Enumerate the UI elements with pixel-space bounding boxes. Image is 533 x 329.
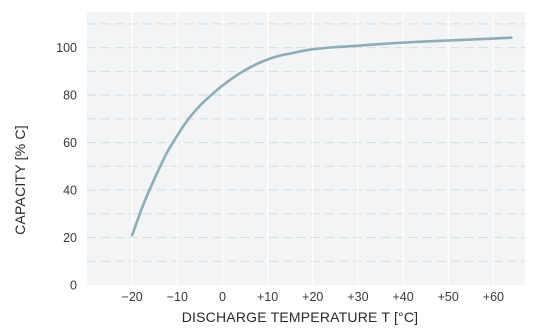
plot-area bbox=[87, 12, 525, 285]
x-axis-label: DISCHARGE TEMPERATURE T [°C] bbox=[182, 309, 419, 325]
y-axis-label: CAPACITY [% C] bbox=[12, 125, 28, 235]
y-tick-labels: 0 20 40 60 80 100 bbox=[56, 41, 77, 292]
x-tick-label: +40 bbox=[392, 290, 413, 304]
x-tick-label: +20 bbox=[302, 290, 323, 304]
x-tick-label: +30 bbox=[347, 290, 368, 304]
x-tick-label: +10 bbox=[257, 290, 278, 304]
x-tick-label: −20 bbox=[122, 290, 143, 304]
y-tick-label: 20 bbox=[63, 231, 77, 245]
x-tick-label: −10 bbox=[167, 290, 188, 304]
x-tick-label: +50 bbox=[438, 290, 459, 304]
x-tick-label: +60 bbox=[483, 290, 504, 304]
y-tick-label: 80 bbox=[63, 89, 77, 103]
capacity-curve bbox=[130, 36, 513, 237]
y-tick-label: 60 bbox=[63, 136, 77, 150]
x-tick-label: 0 bbox=[219, 290, 226, 304]
y-tick-label: 40 bbox=[63, 184, 77, 198]
x-tick-labels: −20 −10 0 +10 +20 +30 +40 +50 +60 bbox=[122, 290, 504, 304]
grid-lines bbox=[87, 12, 525, 285]
y-tick-label: 0 bbox=[70, 279, 77, 293]
y-tick-label: 100 bbox=[56, 41, 77, 55]
